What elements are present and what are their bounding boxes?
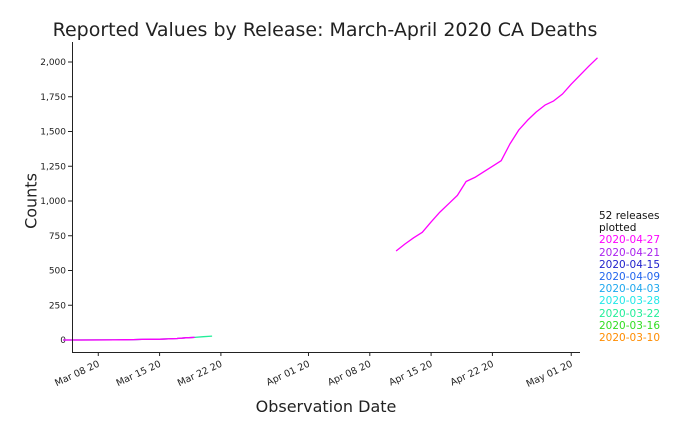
series-line [63, 336, 195, 341]
y-tick-label: 0 [60, 336, 66, 346]
x-axis-ticks: Mar 08 20 Mar 15 20 Mar 22 20 Apr 01 20 Apr … [53, 352, 575, 390]
legend-item: 2020-04-03 [599, 283, 661, 296]
legend-item: 2020-04-21 [599, 246, 661, 259]
x-tick-label: Mar 22 20 [176, 359, 224, 389]
y-tick-label: 1,500 [40, 128, 66, 138]
legend-items: 2020-04-27 2020-04-21 2020-04-15 2020-04-09… [599, 234, 669, 344]
y-tick-label: 1,250 [40, 162, 66, 172]
x-tick-label: Mar 08 20 [53, 359, 101, 389]
y-tick-label: 750 [49, 232, 66, 242]
x-axis-label: Observation Date [255, 397, 397, 416]
chart-title: Reported Values by Release: March-April … [52, 19, 598, 41]
x-tick-label: Apr 01 20 [265, 359, 312, 389]
series-line [395, 57, 598, 252]
x-tick-label: Apr 15 20 [387, 359, 434, 389]
y-tick-label: 2,000 [40, 58, 66, 68]
legend-item: 2020-04-15 [599, 258, 661, 271]
x-tick-label: Apr 22 20 [449, 359, 496, 389]
legend-item: 2020-03-16 [599, 319, 661, 332]
legend-item: 2020-04-09 [599, 271, 661, 284]
legend-item: 2020-03-10 [599, 332, 661, 345]
legend-item: 2020-03-22 [599, 307, 661, 320]
y-axis-label: Counts [21, 173, 41, 229]
x-tick-label: May 01 20 [525, 359, 575, 390]
legend: 52 releases plotted 2020-04-27 2020-04-21… [599, 210, 669, 344]
plot-lines [63, 57, 598, 341]
y-tick-label: 1,750 [40, 93, 66, 103]
legend-header: 52 releases plotted [599, 210, 660, 235]
legend-item: 2020-04-27 [599, 234, 661, 247]
y-tick-label: 500 [49, 267, 66, 277]
y-tick-label: 1,000 [40, 197, 66, 207]
y-tick-label: 250 [49, 301, 66, 311]
x-tick-label: Apr 08 20 [326, 359, 373, 389]
x-tick-label: Mar 15 20 [115, 359, 163, 389]
legend-item: 2020-03-28 [599, 295, 661, 308]
y-axis-ticks: 0 250 500 750 1,000 1,250 1,500 1,750 2,000 [40, 58, 72, 346]
